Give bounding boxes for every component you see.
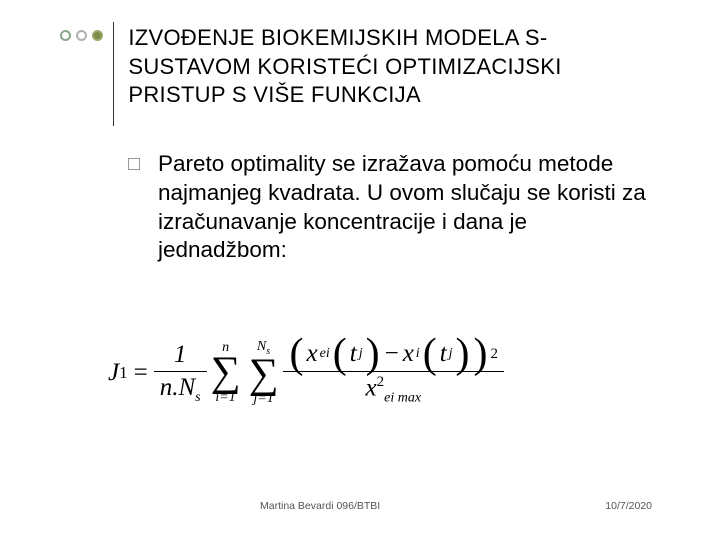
paren-close-icon: ) [365, 340, 381, 369]
slide-title: IZVOĐENJE BIOKEMIJSKIH MODELA S-SUSTAVOM… [128, 22, 660, 110]
eq-sum-outer: n ∑ i=1 [211, 341, 241, 405]
paren-close-icon: ) [473, 340, 489, 369]
vertical-divider [113, 22, 114, 126]
eq-main-frac: ( xei ( tj ) − xi ( tj ) ) 2 x2ei max [283, 340, 505, 407]
sigma-icon: ∑ [249, 357, 279, 393]
eq-frac-num: 1 [168, 341, 193, 369]
eq-frac-bar [283, 371, 505, 372]
bullet-circle-icon [92, 30, 103, 41]
decorative-bullets [60, 22, 103, 41]
eq-sum-outer-bot: i=1 [215, 391, 235, 405]
eq-main-num: ( xei ( tj ) − xi ( tj ) ) 2 [283, 340, 505, 369]
body-text: Pareto optimality se izražava pomoću met… [158, 150, 650, 265]
slide-footer: Martina Bevardi 096/BTBI 10/7/2020 [0, 500, 720, 512]
eq-main-den: x2ei max [360, 374, 428, 406]
equation: J1 = 1 n.Ns n ∑ i=1 Ns ∑ j=1 ( xei ( tj … [108, 318, 578, 428]
bullet-circle-icon [76, 30, 87, 41]
eq-equals: = [128, 359, 154, 387]
footer-author: Martina Bevardi 096/BTBI [260, 500, 380, 512]
eq-lhs-sub: 1 [119, 363, 128, 383]
eq-frac-coeff: 1 n.Ns [154, 341, 207, 406]
slide-body: Pareto optimality se izražava pomoću met… [128, 150, 650, 265]
eq-frac-bar [154, 371, 207, 372]
bullet-circle-icon [60, 30, 71, 41]
eq-lhs-var: J [108, 359, 119, 387]
sigma-icon: ∑ [211, 355, 241, 391]
square-bullet-icon [128, 158, 140, 170]
eq-sum-inner: Ns ∑ j=1 [249, 340, 279, 406]
footer-date: 10/7/2020 [605, 500, 652, 512]
eq-sq: 2 [491, 346, 499, 363]
paren-open-icon: ( [289, 340, 305, 369]
paren-open-icon: ( [332, 340, 348, 369]
eq-frac-den: n.Ns [154, 374, 207, 406]
slide-header: IZVOĐENJE BIOKEMIJSKIH MODELA S-SUSTAVOM… [60, 22, 660, 130]
paren-close-icon: ) [455, 340, 471, 369]
eq-sum-inner-bot: j=1 [253, 392, 273, 406]
body-bullet-row: Pareto optimality se izražava pomoću met… [128, 150, 650, 265]
paren-open-icon: ( [422, 340, 438, 369]
